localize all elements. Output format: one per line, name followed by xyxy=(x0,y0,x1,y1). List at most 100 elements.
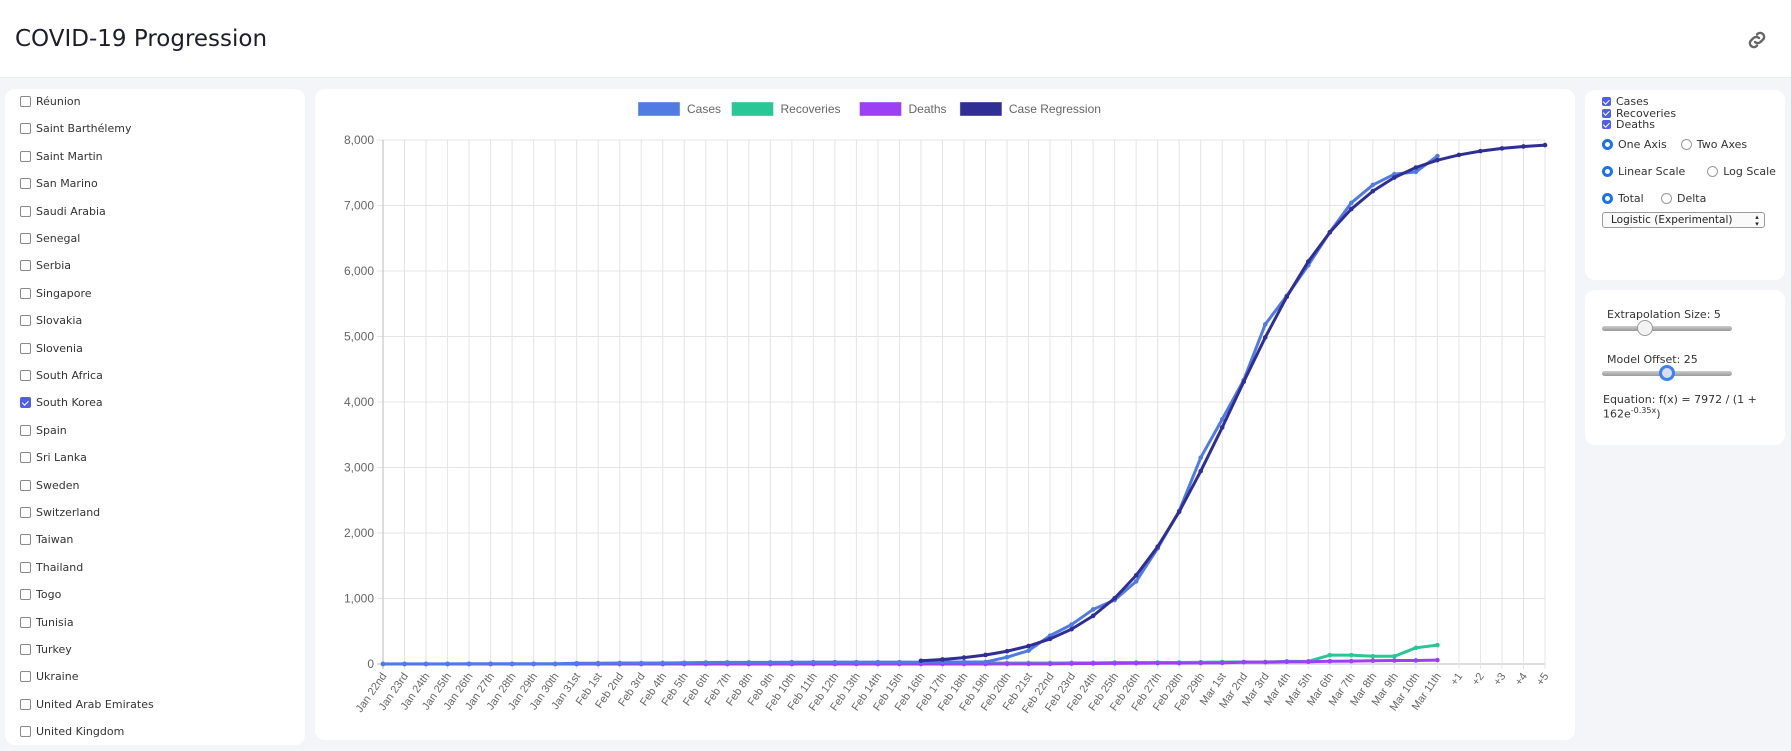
country-item[interactable]: Senegal xyxy=(20,232,80,245)
country-item[interactable]: Saint Martin xyxy=(20,150,103,163)
checkbox[interactable] xyxy=(20,96,31,107)
checkbox[interactable] xyxy=(20,178,31,190)
radio-label: Log Scale xyxy=(1723,165,1776,178)
series-toggle-cases[interactable]: Cases xyxy=(1602,95,1649,108)
radio-button[interactable] xyxy=(1602,139,1613,150)
checkbox[interactable] xyxy=(20,671,31,683)
checkbox[interactable] xyxy=(20,370,31,381)
country-item[interactable]: Sri Lanka xyxy=(20,451,87,464)
country-item[interactable]: Saudi Arabia xyxy=(20,205,106,218)
model-select[interactable]: Logistic (Experimental) xyxy=(1602,212,1765,228)
series-toggle-recoveries[interactable]: Recoveries xyxy=(1602,107,1676,120)
country-list[interactable]: Réunion Saint Barthélemy Saint Martin San M… xyxy=(5,89,305,745)
data-point xyxy=(875,659,881,665)
data-point xyxy=(1370,182,1376,188)
link-icon[interactable] xyxy=(1745,28,1769,52)
country-item[interactable]: Slovakia xyxy=(20,314,82,327)
checkbox[interactable] xyxy=(20,561,31,573)
data-point xyxy=(1305,259,1311,264)
checkbox[interactable] xyxy=(20,233,31,244)
extrapolation-slider-thumb[interactable] xyxy=(1636,320,1653,336)
data-point xyxy=(1069,622,1074,627)
checkbox[interactable] xyxy=(20,698,31,710)
radio-total[interactable]: Total xyxy=(1602,192,1644,205)
radio-button[interactable] xyxy=(1680,139,1692,150)
country-item[interactable]: Saint Barthélemy xyxy=(20,122,131,135)
country-item[interactable]: Sweden xyxy=(20,479,79,492)
checkbox[interactable] xyxy=(20,287,31,299)
legend-swatch xyxy=(731,101,774,117)
radio-two-axes[interactable]: Two Axes xyxy=(1680,138,1747,151)
checkbox[interactable] xyxy=(20,205,31,217)
data-point xyxy=(1241,659,1247,665)
checkbox[interactable] xyxy=(1602,108,1611,118)
country-item[interactable]: San Marino xyxy=(20,177,98,190)
checkbox[interactable] xyxy=(20,616,31,628)
checkbox[interactable] xyxy=(20,534,31,546)
data-point xyxy=(1413,165,1419,170)
country-label: South Africa xyxy=(36,369,103,382)
data-point xyxy=(402,661,407,667)
offset-slider-thumb[interactable] xyxy=(1659,365,1675,381)
y-tick-label: 6,000 xyxy=(344,264,374,278)
checkbox[interactable] xyxy=(20,507,31,518)
radio-log-scale[interactable]: Log Scale xyxy=(1707,165,1776,178)
country-item[interactable]: Thailand xyxy=(20,561,83,574)
country-item[interactable]: Togo xyxy=(20,588,61,601)
country-item[interactable]: Singapore xyxy=(20,287,92,300)
checkbox[interactable] xyxy=(20,644,31,655)
checkbox[interactable] xyxy=(20,315,31,327)
country-item[interactable]: Slovenia xyxy=(20,342,83,355)
offset-slider[interactable] xyxy=(1602,365,1732,381)
checkbox[interactable] xyxy=(20,342,31,354)
radio-linear-scale[interactable]: Linear Scale xyxy=(1602,165,1685,178)
checkbox[interactable] xyxy=(20,123,31,135)
radio-one-axis[interactable]: One Axis xyxy=(1602,138,1667,151)
country-item[interactable]: Serbia xyxy=(20,259,71,272)
data-point xyxy=(1413,658,1419,663)
country-item[interactable]: Tunisia xyxy=(20,616,74,629)
country-item[interactable]: Taiwan xyxy=(20,533,73,546)
series-toggle-deaths[interactable]: Deaths xyxy=(1602,118,1655,131)
checkbox[interactable] xyxy=(20,397,31,409)
data-point xyxy=(1090,607,1096,612)
country-item[interactable]: South Korea xyxy=(20,396,103,409)
country-label: Slovenia xyxy=(36,341,83,355)
checkbox[interactable] xyxy=(1602,120,1611,129)
y-tick-label: 0 xyxy=(367,657,374,671)
y-tick-label: 1,000 xyxy=(344,592,374,606)
series-line-cases xyxy=(383,154,1439,666)
country-item[interactable]: Switzerland xyxy=(20,506,100,519)
checkbox[interactable] xyxy=(20,726,31,738)
y-tick-label: 2,000 xyxy=(344,526,374,540)
data-point xyxy=(1004,661,1010,667)
data-point xyxy=(1155,544,1160,549)
data-point xyxy=(961,659,967,665)
country-item[interactable]: Ukraine xyxy=(20,670,78,683)
country-item[interactable]: Turkey xyxy=(20,643,72,656)
checkbox[interactable] xyxy=(20,589,31,601)
checkbox[interactable] xyxy=(20,479,31,491)
checkbox[interactable] xyxy=(20,260,31,272)
checkbox[interactable] xyxy=(20,150,31,162)
checkbox[interactable] xyxy=(1602,97,1611,106)
radio-button[interactable] xyxy=(1661,193,1672,204)
radio-button[interactable] xyxy=(1602,193,1613,204)
country-item[interactable]: Réunion xyxy=(20,95,81,108)
checkbox[interactable] xyxy=(20,424,31,436)
data-point xyxy=(638,660,644,666)
country-item[interactable]: United Kingdom xyxy=(20,725,124,738)
country-label: Spain xyxy=(36,423,67,437)
extrapolation-slider[interactable] xyxy=(1602,320,1732,336)
country-item[interactable]: South Africa xyxy=(20,369,103,382)
country-item[interactable]: Spain xyxy=(20,424,67,437)
checkbox[interactable] xyxy=(20,452,31,464)
country-item[interactable]: United Arab Emirates xyxy=(20,698,154,711)
country-label: Saint Martin xyxy=(36,149,103,163)
country-label: Slovakia xyxy=(36,314,83,328)
country-label: Senegal xyxy=(36,232,81,245)
radio-button[interactable] xyxy=(1602,166,1613,177)
radio-delta[interactable]: Delta xyxy=(1661,192,1706,205)
data-point xyxy=(1241,379,1247,385)
radio-button[interactable] xyxy=(1707,166,1719,177)
